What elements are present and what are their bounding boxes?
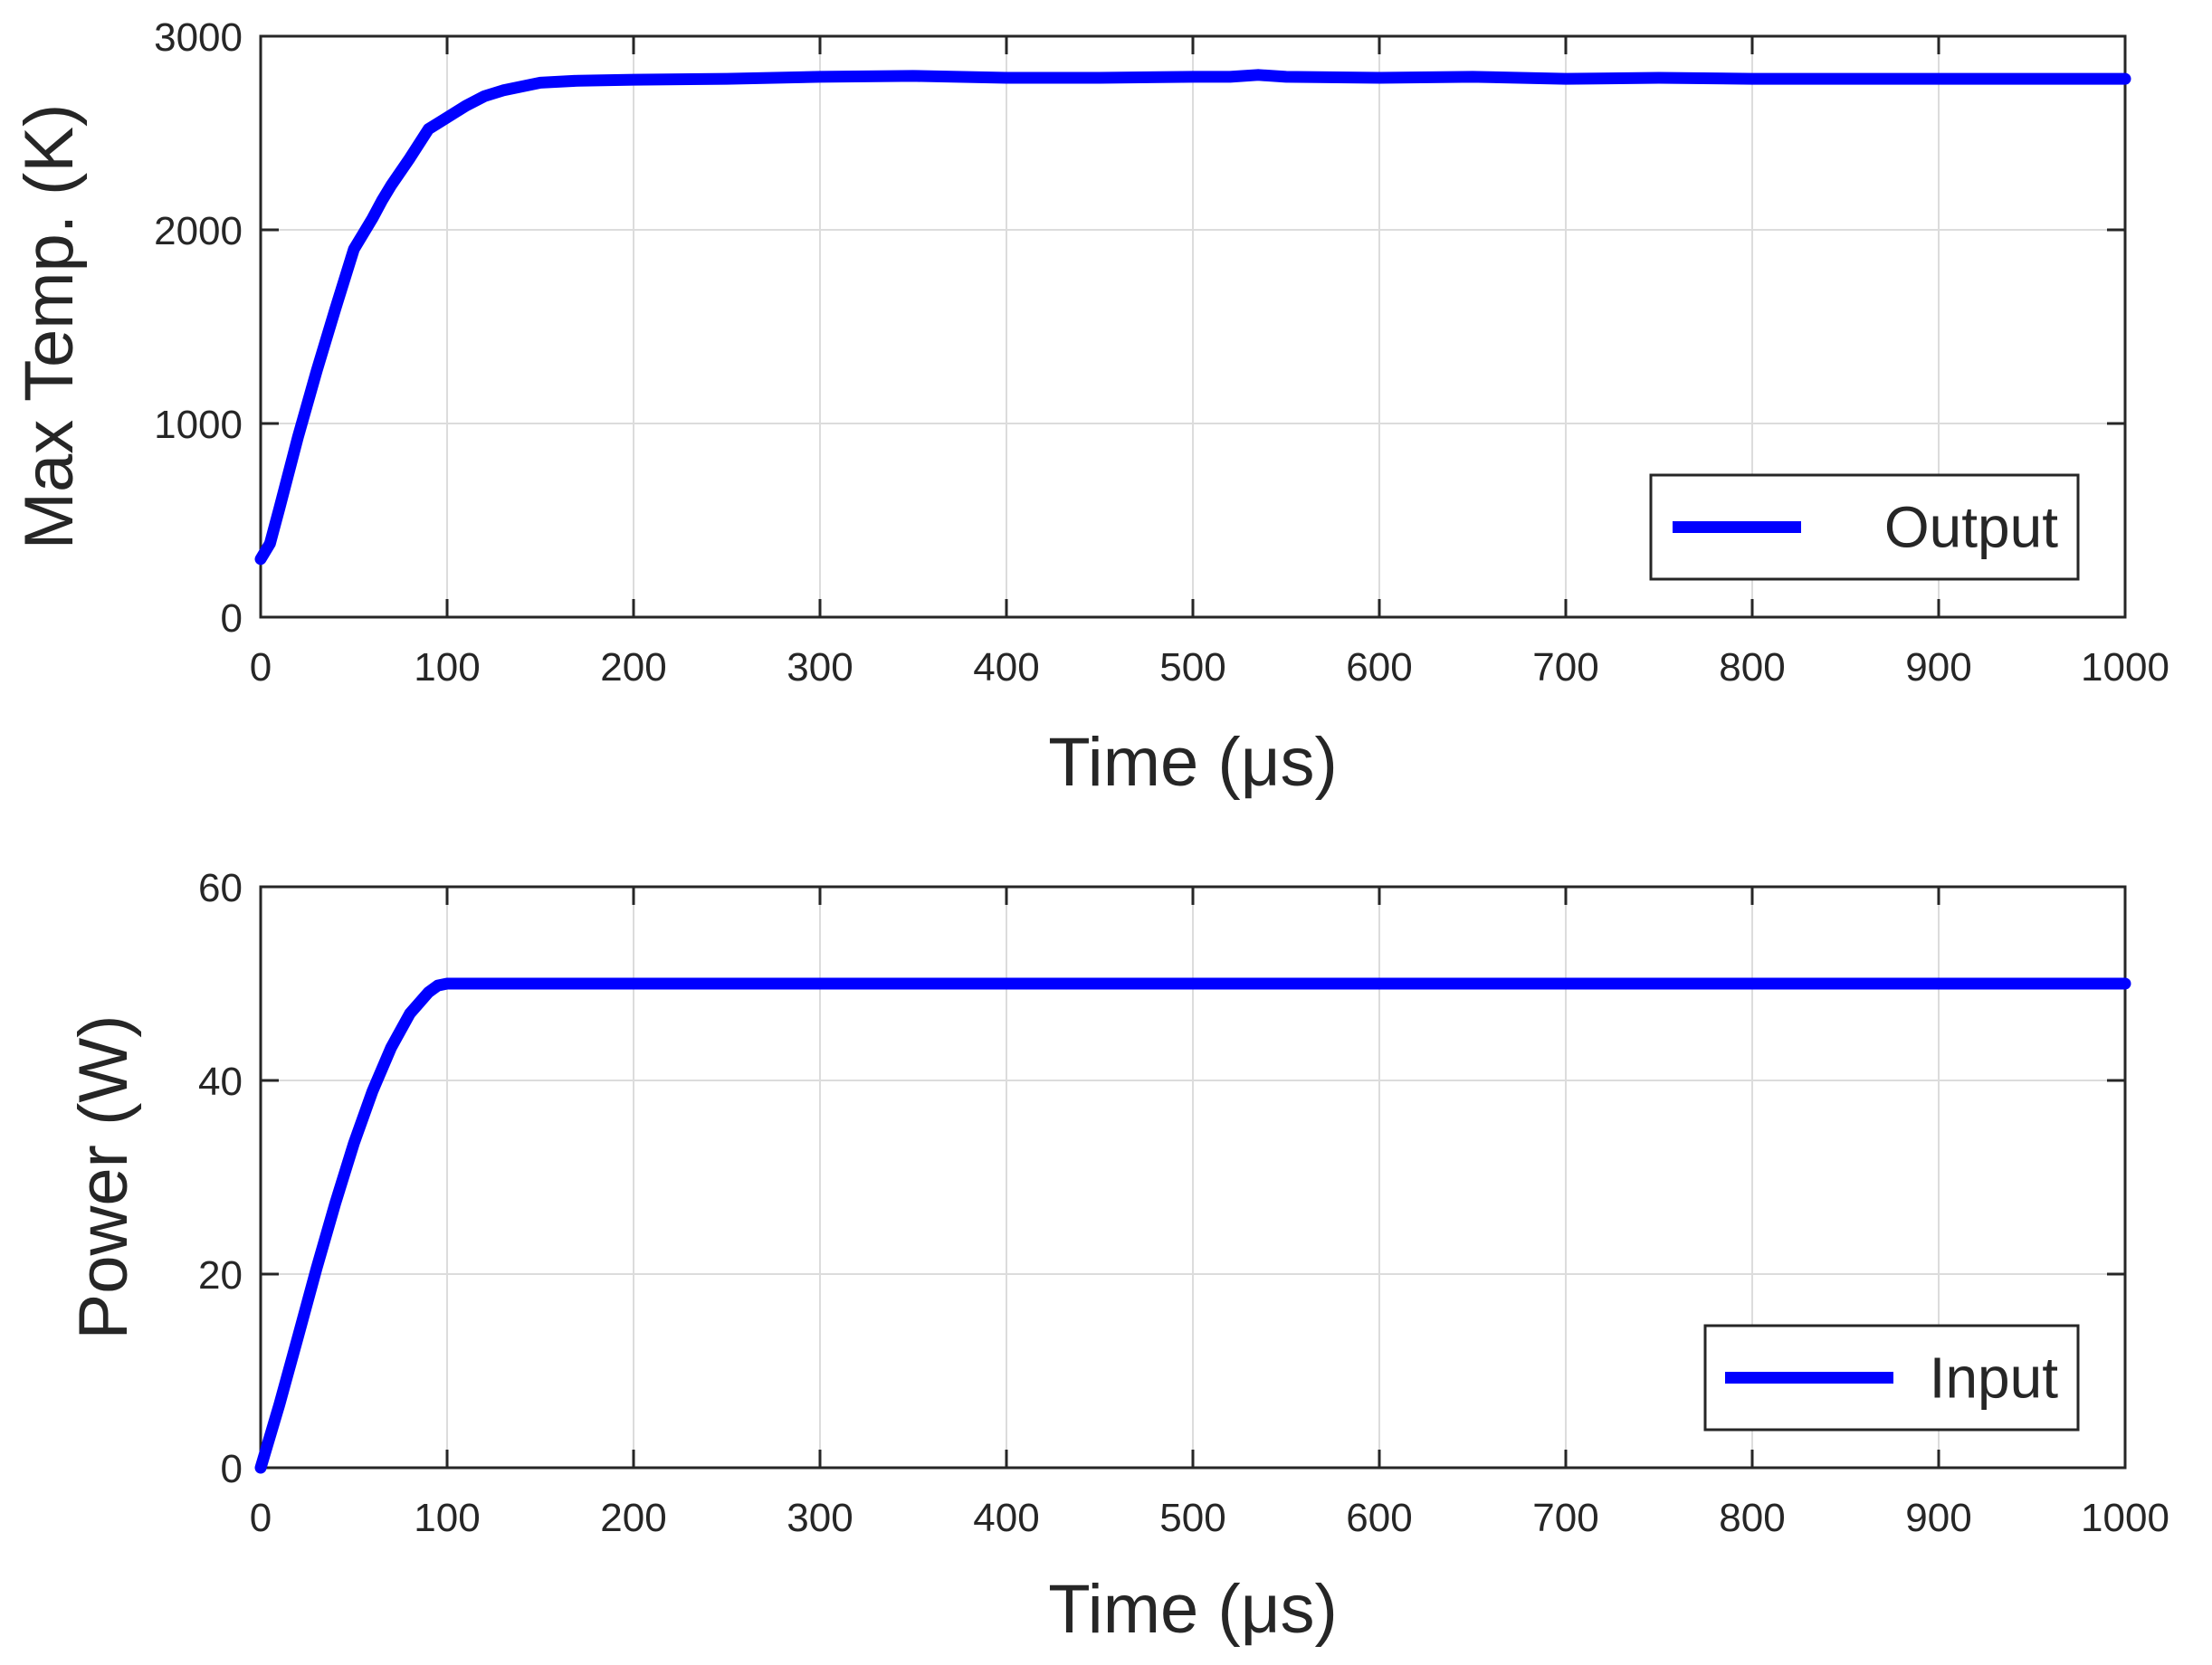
x-tick-label: 900 xyxy=(1905,1496,1971,1540)
x-tick-label: 800 xyxy=(1719,645,1785,690)
legend: Input xyxy=(1703,1324,2080,1432)
y-tick-label: 40 xyxy=(198,1060,243,1104)
series-line-output xyxy=(254,69,2131,566)
x-tick-label: 500 xyxy=(1159,645,1225,690)
x-tick-label: 200 xyxy=(600,1496,666,1540)
x-tick-label: 1000 xyxy=(2081,645,2169,690)
y-tick-label: 0 xyxy=(221,596,243,641)
y-tick-label: 60 xyxy=(198,866,243,910)
x-tick-label: 400 xyxy=(973,1496,1039,1540)
x-tick-label: 100 xyxy=(414,1496,480,1540)
chart-1: 0 100 200 300 400 500 600 700 800 900 1000 0 1000 200… xyxy=(11,15,2169,801)
x-tick-label: 600 xyxy=(1346,1496,1412,1540)
x-tick-label: 0 xyxy=(250,1496,272,1540)
y-tick-label: 0 xyxy=(221,1447,243,1491)
x-tick-label: 500 xyxy=(1159,1496,1225,1540)
x-tick-label: 800 xyxy=(1719,1496,1785,1540)
x-tick-label: 700 xyxy=(1532,645,1598,690)
x-tick-label: 400 xyxy=(973,645,1039,690)
y-tick-label: 20 xyxy=(198,1253,243,1298)
y-axis-label: Max Temp. (K) xyxy=(11,104,88,550)
x-tick-label: 1000 xyxy=(2081,1496,2169,1540)
y-tick-label: 1000 xyxy=(154,403,243,447)
legend-label: Input xyxy=(1930,1346,2059,1411)
x-axis-label: Time (μs) xyxy=(1048,724,1338,801)
x-tick-label: 300 xyxy=(787,1496,853,1540)
x-tick-label: 700 xyxy=(1532,1496,1598,1540)
x-tick-label: 0 xyxy=(250,645,272,690)
y-tick-label: 2000 xyxy=(154,209,243,253)
x-axis-label: Time (μs) xyxy=(1048,1571,1338,1648)
y-tick-label: 3000 xyxy=(154,15,243,60)
chart-2: 0 100 200 300 400 500 600 700 800 900 1000 0 20 40 60 T… xyxy=(65,866,2169,1648)
x-tick-label: 600 xyxy=(1346,645,1412,690)
x-tick-label: 200 xyxy=(600,645,666,690)
x-tick-label: 100 xyxy=(414,645,480,690)
legend-label: Output xyxy=(1884,495,2058,560)
x-tick-label: 900 xyxy=(1905,645,1971,690)
x-tick-label: 300 xyxy=(787,645,853,690)
series-line-input xyxy=(254,977,2131,1474)
y-axis-label: Power (W) xyxy=(65,1015,142,1340)
legend: Output xyxy=(1649,473,2080,581)
